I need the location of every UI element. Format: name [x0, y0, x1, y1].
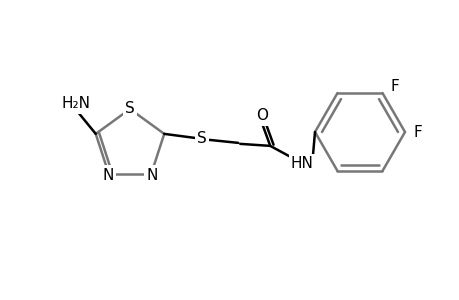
Text: HN: HN	[290, 156, 313, 171]
Text: S: S	[197, 131, 207, 146]
Text: H₂N: H₂N	[61, 96, 90, 111]
Text: N: N	[102, 168, 113, 183]
Text: F: F	[413, 124, 421, 140]
Text: N: N	[146, 168, 157, 183]
Text: F: F	[389, 79, 398, 94]
Text: O: O	[256, 108, 268, 123]
Text: S: S	[125, 100, 134, 116]
